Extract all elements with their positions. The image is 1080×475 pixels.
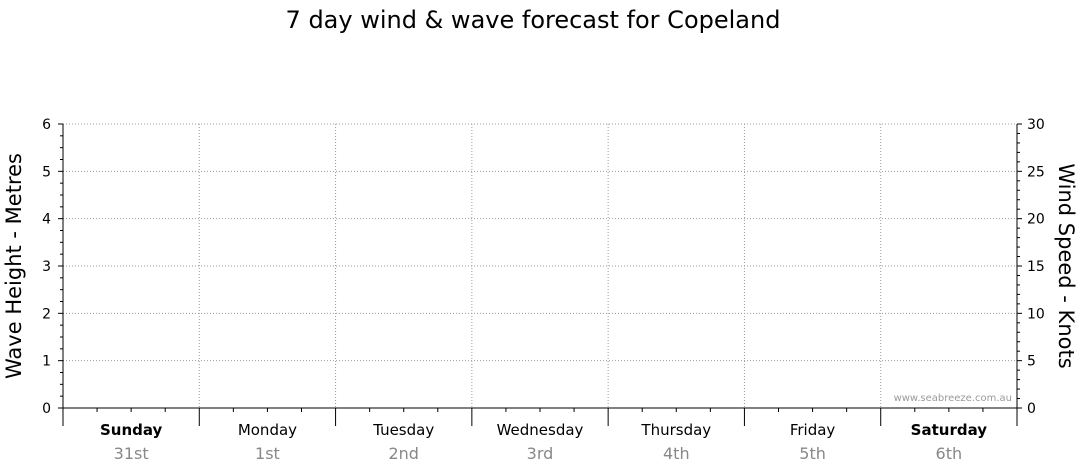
left-axis-title: Wave Height - Metres: [2, 153, 26, 379]
day-name-label: Friday: [790, 421, 836, 439]
axes: [58, 123, 1022, 426]
day-name-label: Monday: [238, 421, 297, 439]
day-date-label: 4th: [663, 444, 690, 463]
day-date-label: 2nd: [388, 444, 418, 463]
day-labels: Sunday 31st Monday 1st Tuesday 2nd Wednesday 3r…: [100, 421, 987, 463]
tick-labels: 0 1 2 3 4 5 6 0 5 10 15 20 25 30: [42, 117, 1045, 417]
day-name-label: Tuesday: [372, 421, 434, 439]
day-date-label: 6th: [936, 444, 963, 463]
right-tick-label: 5: [1027, 354, 1036, 370]
right-axis-title: Wind Speed - Knots: [1054, 163, 1078, 368]
left-tick-label: 6: [42, 117, 51, 133]
watermark: www.seabreeze.com.au: [894, 393, 1012, 404]
day-name-label: Thursday: [640, 421, 711, 439]
day-name-label: Wednesday: [497, 421, 584, 439]
left-tick-label: 5: [42, 164, 51, 180]
right-tick-label: 20: [1027, 212, 1045, 228]
left-tick-label: 2: [42, 306, 51, 322]
left-tick-label: 3: [42, 259, 51, 275]
day-date-label: 1st: [255, 444, 280, 463]
day-date-label: 3rd: [527, 444, 554, 463]
chart-title: 7 day wind & wave forecast for Copeland: [286, 6, 781, 34]
right-tick-label: 10: [1027, 306, 1045, 322]
right-tick-label: 0: [1027, 401, 1036, 417]
left-tick-label: 4: [42, 212, 51, 228]
day-date-label: 5th: [799, 444, 826, 463]
right-tick-label: 15: [1027, 259, 1045, 275]
left-tick-label: 1: [42, 354, 51, 370]
grid-lines: [63, 123, 1017, 408]
day-name-label: Saturday: [911, 421, 988, 439]
left-tick-label: 0: [42, 401, 51, 417]
right-tick-label: 30: [1027, 117, 1045, 133]
right-tick-label: 25: [1027, 164, 1045, 180]
day-name-label: Sunday: [100, 421, 163, 439]
day-date-label: 31st: [114, 444, 149, 463]
